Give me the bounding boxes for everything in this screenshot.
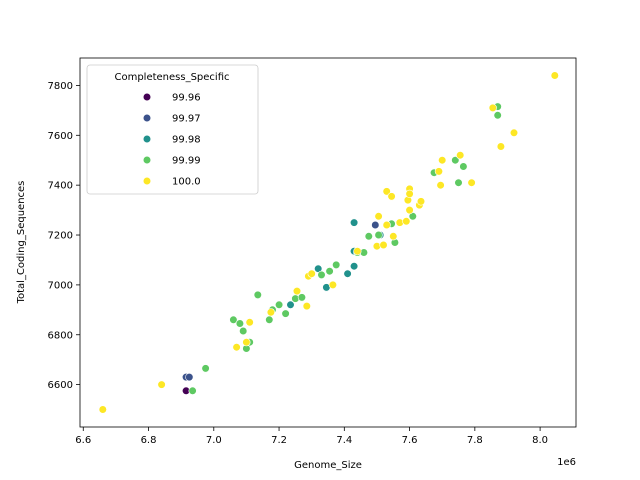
legend-marker xyxy=(142,92,152,102)
data-point xyxy=(371,220,380,230)
legend-marker xyxy=(142,113,152,123)
data-point xyxy=(387,192,396,201)
data-point xyxy=(328,280,338,290)
data-point xyxy=(402,217,411,226)
data-point xyxy=(281,309,290,318)
legend-marker xyxy=(142,176,152,186)
y-tick-label: 6800 xyxy=(48,330,73,341)
y-tick-label: 6600 xyxy=(48,380,73,391)
data-point xyxy=(405,189,414,198)
legend: Completeness_Specific 99.9699.9799.9899.… xyxy=(86,64,259,195)
legend-marker xyxy=(142,134,152,144)
data-point xyxy=(185,373,194,382)
data-point xyxy=(405,206,414,215)
data-point xyxy=(275,300,284,309)
data-point xyxy=(459,162,468,171)
data-point xyxy=(353,247,362,256)
y-tick-label: 7400 xyxy=(48,181,73,192)
x-tick-label: 8.0 xyxy=(532,435,548,446)
y-tick-label: 7800 xyxy=(48,81,73,92)
y-tick-label: 7600 xyxy=(48,131,73,142)
legend-box xyxy=(86,64,259,195)
data-point xyxy=(379,240,388,250)
x-tick-label: 6.8 xyxy=(141,435,157,446)
data-point xyxy=(467,178,476,187)
data-point xyxy=(242,338,251,347)
data-point xyxy=(266,308,276,317)
data-point xyxy=(509,128,519,137)
data-point xyxy=(201,364,210,373)
data-point xyxy=(235,319,244,328)
data-point xyxy=(302,302,311,311)
data-point xyxy=(297,293,307,302)
data-point xyxy=(434,167,444,176)
data-point xyxy=(232,343,241,352)
data-point xyxy=(292,287,302,296)
legend-label: 100.0 xyxy=(172,177,201,188)
y-tick-label: 7200 xyxy=(48,231,73,242)
legend-label: 99.97 xyxy=(172,114,201,125)
data-point xyxy=(389,232,398,241)
x-axis: 6.6 6.8 7.0 7.2 7.4 7.6 7.8 8.0 xyxy=(75,427,548,446)
x-tick-label: 7.6 xyxy=(402,435,418,446)
x-tick-label: 7.0 xyxy=(206,435,222,446)
data-point xyxy=(454,178,463,187)
data-point xyxy=(436,181,445,190)
data-point xyxy=(550,71,559,80)
x-tick-label: 7.8 xyxy=(467,435,483,446)
x-axis-label: Genome_Size xyxy=(294,460,362,471)
data-point xyxy=(245,318,254,327)
y-axis-label: Total_Coding_Sequences xyxy=(16,181,27,305)
plot-frame xyxy=(79,57,577,428)
data-point xyxy=(317,270,326,280)
data-point xyxy=(253,290,262,300)
data-point xyxy=(488,103,497,112)
legend-label: 99.98 xyxy=(172,135,201,146)
data-point xyxy=(451,156,460,165)
data-point xyxy=(496,142,506,151)
data-point xyxy=(229,315,238,324)
y-axis: 6600 6800 7000 7200 7400 7600 7800 xyxy=(48,81,80,391)
data-point xyxy=(438,156,447,165)
data-point xyxy=(332,260,341,270)
data-point xyxy=(188,386,197,395)
legend-title: Completeness_Specific xyxy=(114,72,229,83)
x-tick-label: 6.6 xyxy=(75,435,91,446)
x-tick-label: 7.4 xyxy=(336,435,352,446)
data-point xyxy=(157,380,166,389)
legend-marker xyxy=(142,155,152,165)
legend-label: 99.96 xyxy=(172,93,201,104)
x-tick-label: 7.2 xyxy=(271,435,287,446)
data-point xyxy=(374,212,383,221)
data-point xyxy=(307,269,316,278)
data-point xyxy=(286,300,295,309)
data-point xyxy=(350,262,359,271)
data-point xyxy=(374,230,383,240)
data-point xyxy=(239,326,248,336)
data-point xyxy=(382,220,391,230)
data-point xyxy=(98,405,107,414)
legend-label: 99.99 xyxy=(172,156,201,167)
data-point xyxy=(493,111,502,120)
data-point xyxy=(350,218,359,227)
data-point xyxy=(416,197,426,206)
data-point xyxy=(456,151,465,160)
data-point xyxy=(343,269,352,278)
x-axis-offset-label: 1e6 xyxy=(557,457,576,468)
y-tick-label: 7000 xyxy=(48,280,73,291)
legend-entries: 99.96 99.97 99.98 99.99 100.0 xyxy=(142,92,201,188)
data-point xyxy=(372,242,382,251)
data-point xyxy=(325,267,334,276)
data-point xyxy=(364,232,373,241)
data-point xyxy=(265,315,274,324)
data-points xyxy=(98,71,559,414)
data-point xyxy=(382,187,391,196)
